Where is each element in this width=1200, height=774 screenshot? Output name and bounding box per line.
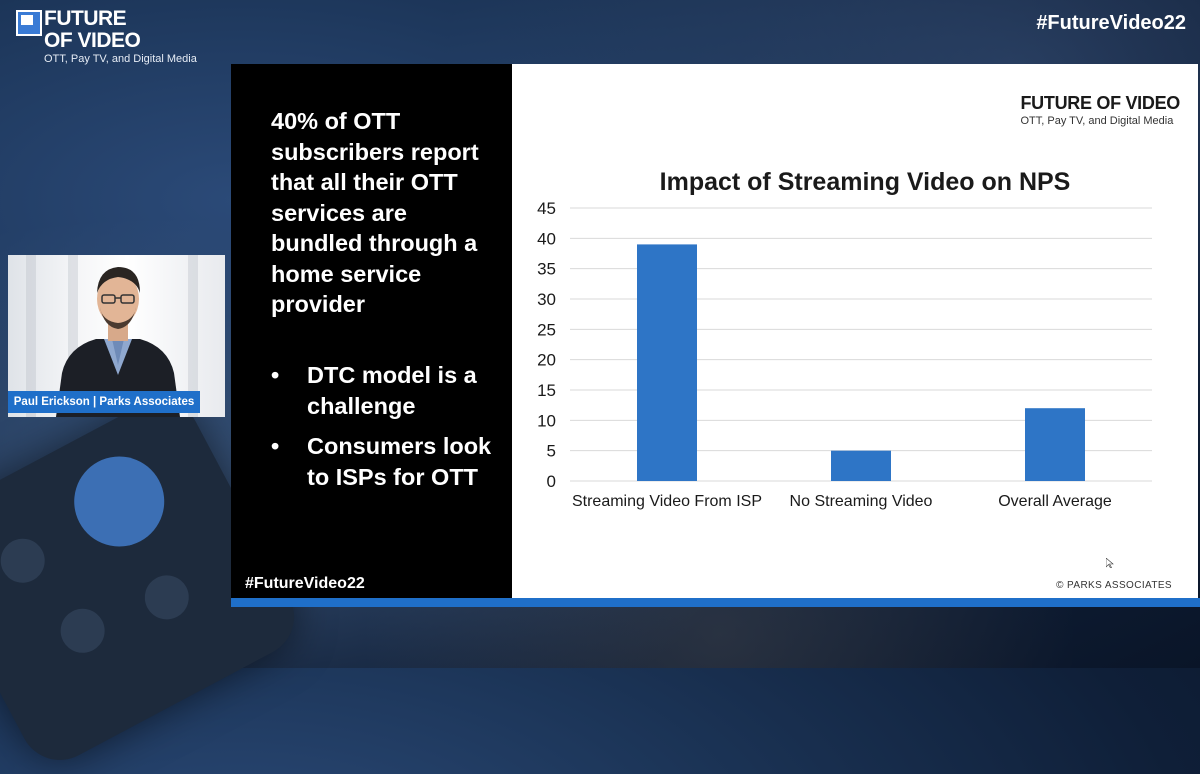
bar <box>1025 408 1085 481</box>
x-tick-label: Streaming Video From ISP <box>572 493 762 510</box>
y-tick-label: 45 <box>537 199 556 218</box>
remote-button <box>52 601 113 661</box>
y-tick-label: 10 <box>537 411 556 430</box>
y-tick-label: 25 <box>537 320 556 339</box>
slide-bullet-list: DTC model is a challenge Consumers look … <box>269 360 499 502</box>
curtain-fold <box>68 255 78 417</box>
bar <box>637 244 697 481</box>
curtain-fold <box>188 255 198 417</box>
event-hashtag: #FutureVideo22 <box>1036 12 1186 34</box>
mouse-cursor-icon <box>1106 558 1114 568</box>
brand-title: FUTURE OF VIDEO <box>1020 93 1180 113</box>
remote-dpad <box>58 440 181 563</box>
y-tick-label: 0 <box>547 472 556 491</box>
chart-title: Impact of Streaming Video on NPS <box>659 168 1071 196</box>
slide-brand-logo: FUTURE OF VIDEO OTT, Pay TV, and Digital… <box>1020 93 1180 127</box>
remote-button <box>0 530 53 591</box>
logo-line-1: FUTURE <box>44 7 127 30</box>
logo-line-2: OF VIDEO <box>44 29 141 52</box>
logo-screen-icon <box>16 10 42 36</box>
y-tick-label: 5 <box>547 442 556 461</box>
speaker-name-tag: Paul Erickson | Parks Associates <box>8 391 200 413</box>
slide-text-panel: 40% of OTT subscribers report that all t… <box>231 64 512 598</box>
brand-subtitle: OTT, Pay TV, and Digital Media <box>1020 115 1174 127</box>
y-tick-label: 15 <box>537 381 556 400</box>
x-tick-label: Overall Average <box>998 493 1112 510</box>
slide-headline: 40% of OTT subscribers report that all t… <box>271 108 479 317</box>
slide-bullet: DTC model is a challenge <box>269 360 499 421</box>
y-tick-label: 30 <box>537 290 556 309</box>
y-tick-label: 40 <box>537 229 556 248</box>
x-tick-label: No Streaming Video <box>790 493 933 510</box>
slide-chart-panel: FUTURE OF VIDEO OTT, Pay TV, and Digital… <box>512 64 1198 598</box>
logo-subtitle: OTT, Pay TV, and Digital Media <box>44 53 197 65</box>
bottom-accent-bar <box>231 598 1200 607</box>
copyright-notice: © PARKS ASSOCIATES <box>1056 580 1172 591</box>
y-tick-label: 35 <box>537 260 556 279</box>
slide-hashtag: #FutureVideo22 <box>245 575 365 592</box>
remote-button <box>137 567 197 628</box>
bar <box>831 450 891 481</box>
bar-chart: 0 5 10 15 20 25 30 35 40 45 Streaming Video From I… <box>537 199 1152 510</box>
curtain-fold <box>26 255 36 417</box>
slide-bullet: Consumers look to ISPs for OTT <box>269 431 499 492</box>
y-tick-label: 20 <box>537 351 556 370</box>
